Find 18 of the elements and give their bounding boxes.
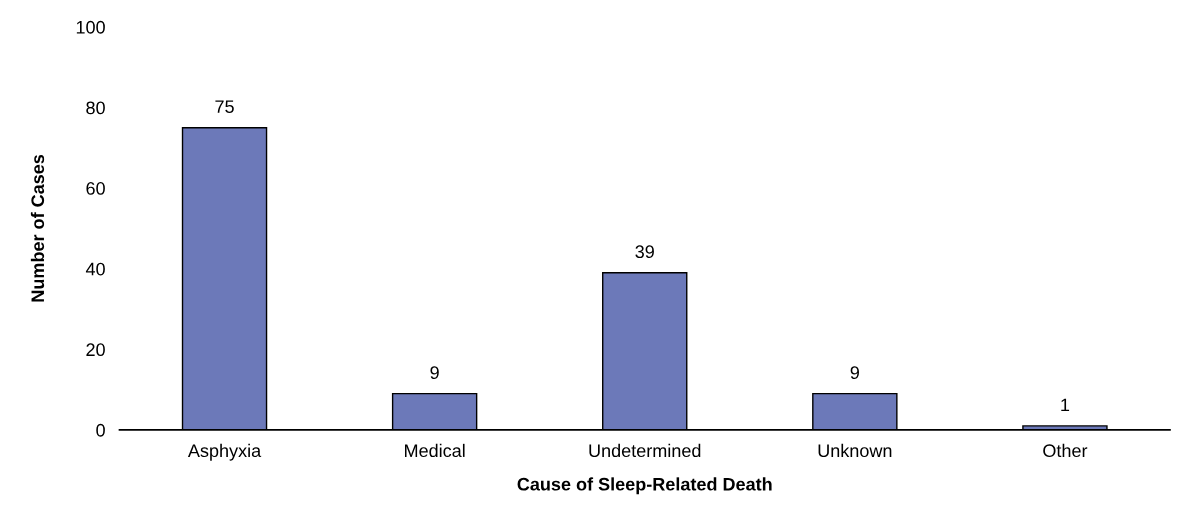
y-tick-label: 40 — [85, 262, 105, 276]
y-tick-label: 80 — [86, 101, 105, 115]
data-label: 1 — [1061, 398, 1070, 412]
y-axis-title: Number of Cases — [30, 154, 45, 302]
data-label: 9 — [430, 366, 439, 379]
x-tick-label: Other — [1043, 443, 1088, 458]
data-label: 75 — [215, 100, 234, 114]
x-tick-label: Unknown — [818, 443, 892, 458]
x-axis-title: Cause of Sleep-Related Death — [517, 477, 772, 495]
data-label: 9 — [850, 366, 859, 379]
y-tick-label: 0 — [96, 423, 105, 437]
y-tick-label: 20 — [86, 343, 105, 357]
data-label: 39 — [635, 245, 654, 259]
x-tick-label: Asphyxia — [187, 443, 262, 461]
x-tick-label: Undetermined — [589, 443, 701, 458]
y-tick-label: 100 — [76, 20, 105, 34]
x-tick-label: Medical — [405, 443, 465, 458]
y-tick-label: 60 — [86, 182, 105, 195]
